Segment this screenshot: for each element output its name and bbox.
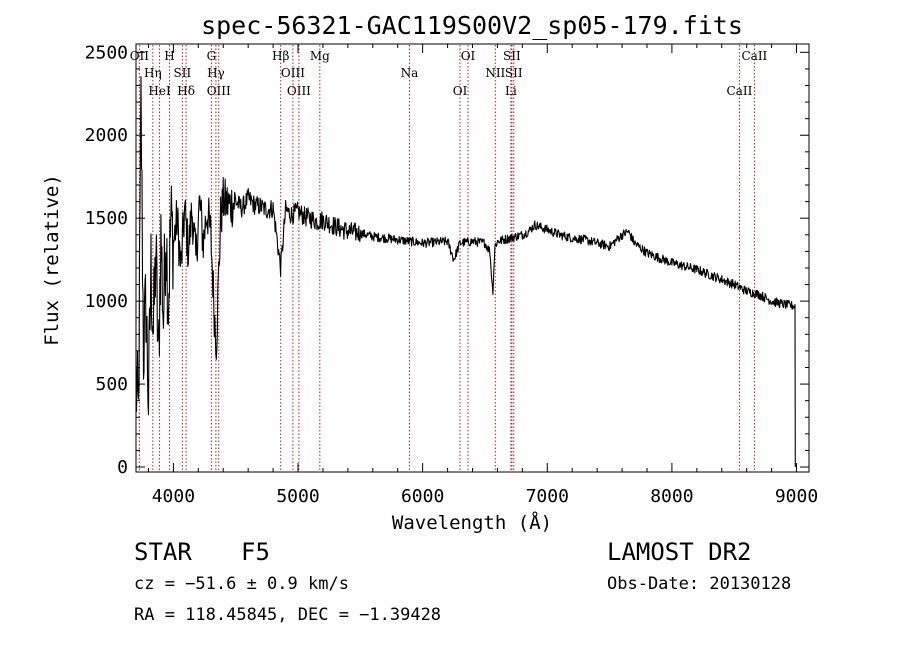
line-label: Hγ bbox=[207, 66, 225, 80]
line-label: OIII bbox=[287, 84, 311, 98]
line-label: Na bbox=[401, 66, 419, 80]
line-label: H bbox=[164, 49, 174, 63]
coordinates: RA = 118.45845, DEC = −1.39428 bbox=[134, 605, 441, 625]
line-label: OIII bbox=[281, 66, 305, 80]
y-axis-ticks: 0 500 1000 1500 2000 2500 bbox=[85, 42, 809, 478]
x-axis-ticks: 4000 5000 6000 7000 8000 9000 bbox=[147, 44, 818, 507]
line-label: SII bbox=[503, 49, 521, 63]
spectral-line-markers bbox=[138, 45, 755, 471]
y-axis-label: Flux (relative) bbox=[41, 174, 63, 346]
line-label: SII bbox=[174, 66, 192, 80]
spectral-line-labels: OIIHηHeIHSIIHδGHγOIIIHβOIIIOIIIMgNaOIOIN… bbox=[130, 49, 768, 98]
line-label: OII bbox=[130, 49, 150, 63]
spectrum-series bbox=[135, 76, 796, 468]
line-label: NII bbox=[485, 66, 505, 80]
y-tick-label: 0 bbox=[117, 457, 128, 478]
line-label: OIII bbox=[207, 84, 231, 98]
line-label: Hδ bbox=[177, 84, 195, 98]
x-tick-label: 9000 bbox=[775, 486, 818, 507]
line-label: SII bbox=[505, 66, 523, 80]
y-tick-label: 1500 bbox=[85, 208, 128, 229]
object-type: STAR bbox=[134, 538, 192, 566]
y-tick-label: 2500 bbox=[85, 42, 128, 63]
x-tick-label: 6000 bbox=[401, 486, 444, 507]
y-tick-label: 1000 bbox=[85, 291, 128, 312]
plot-frame bbox=[135, 43, 810, 473]
line-label: CaII bbox=[741, 49, 767, 63]
survey-name: LAMOST DR2 bbox=[607, 538, 752, 566]
redshift-cz: cz = −51.6 ± 0.9 km/s bbox=[134, 574, 349, 594]
x-tick-label: 5000 bbox=[276, 486, 319, 507]
line-label: G bbox=[207, 49, 217, 63]
line-label: Li bbox=[505, 84, 517, 98]
y-tick-label: 2000 bbox=[85, 125, 128, 146]
line-label: HeI bbox=[148, 84, 171, 98]
x-tick-label: 7000 bbox=[526, 486, 569, 507]
y-tick-label: 500 bbox=[95, 374, 128, 395]
line-label: Hη bbox=[144, 66, 162, 80]
chart-title: spec-56321-GAC119S00V2_sp05-179.fits bbox=[201, 11, 743, 40]
line-label: OI bbox=[453, 84, 468, 98]
x-axis-label: Wavelength (Å) bbox=[392, 511, 552, 534]
line-label: CaII bbox=[727, 84, 753, 98]
obs-date: Obs-Date: 20130128 bbox=[607, 574, 791, 594]
line-label: OI bbox=[461, 49, 476, 63]
x-tick-label: 8000 bbox=[650, 486, 693, 507]
x-tick-label: 4000 bbox=[152, 486, 195, 507]
line-label: Mg bbox=[310, 49, 330, 63]
object-subclass: F5 bbox=[241, 538, 270, 566]
line-label: Hβ bbox=[272, 49, 289, 63]
